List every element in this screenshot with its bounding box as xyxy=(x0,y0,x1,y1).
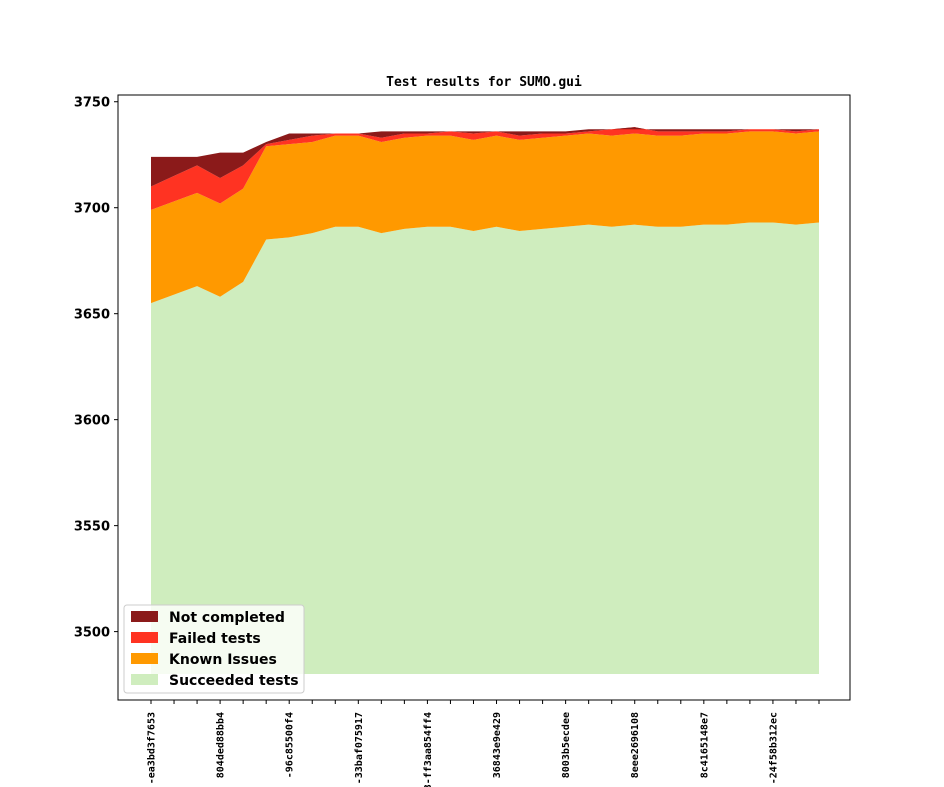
x-tick-label: 804ded88bb4 xyxy=(216,712,227,778)
x-tick-label: 36843e9e429 xyxy=(492,712,503,778)
x-tick-label: -96c85500f4 xyxy=(285,712,296,778)
x-tick-label: 8003b5ecdee xyxy=(561,712,572,778)
area-known-issues xyxy=(151,131,819,304)
legend-label: Succeeded tests xyxy=(169,673,299,689)
legend-swatch xyxy=(131,674,158,685)
y-axis: 3500 3550 3600 3650 3700 3750 xyxy=(74,96,118,641)
x-tick-label: 8eee2696108 xyxy=(630,712,641,778)
x-tick-label: -33baf075917 xyxy=(354,712,365,784)
legend-swatch xyxy=(131,653,158,664)
y-tick-label: 3500 xyxy=(74,626,110,641)
x-axis: -ea3bd3f7653 804ded88bb4 -96c85500f4 -33baf… xyxy=(147,700,820,787)
x-tick-label: -ea3bd3f7653 xyxy=(147,712,158,784)
y-tick-label: 3750 xyxy=(74,96,110,111)
y-tick-label: 3550 xyxy=(74,520,110,535)
plot-frame xyxy=(117,94,851,701)
y-tick-label: 3700 xyxy=(74,202,110,217)
x-tick-label: 8c4165148e7 xyxy=(699,712,710,778)
area-series-group xyxy=(151,127,819,675)
legend-label: Not completed xyxy=(169,610,285,626)
chart-title: Test results for SUMO.gui xyxy=(386,75,582,90)
y-tick-label: 3650 xyxy=(74,308,110,323)
area-succeeded-tests xyxy=(151,222,819,675)
legend-box xyxy=(123,604,305,694)
legend-swatch xyxy=(131,611,158,622)
y-tick-label: 3600 xyxy=(74,414,110,429)
legend-label: Known Issues xyxy=(169,652,277,668)
area-failed-tests xyxy=(151,127,819,210)
x-tick-label: 3-ff3aa854ff4 xyxy=(423,712,434,787)
x-tick-label: -24f58b312ec xyxy=(768,712,779,784)
legend-label: Failed tests xyxy=(169,631,261,647)
legend: Not completed Failed tests Known Issues Suc… xyxy=(123,604,305,694)
legend-swatch xyxy=(131,632,158,643)
